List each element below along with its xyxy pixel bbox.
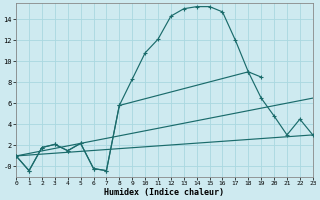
X-axis label: Humidex (Indice chaleur): Humidex (Indice chaleur) bbox=[104, 188, 224, 197]
